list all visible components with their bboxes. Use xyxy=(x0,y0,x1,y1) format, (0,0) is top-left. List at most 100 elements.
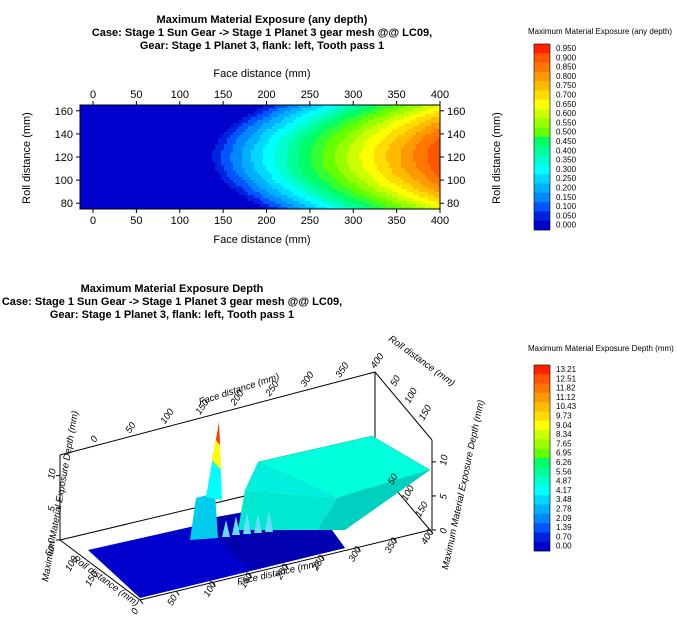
heatmap-cell xyxy=(155,126,159,130)
heatmap-cell xyxy=(275,168,279,172)
heatmap-cell xyxy=(347,150,351,154)
heatmap-cell xyxy=(152,177,156,181)
heatmap-cell xyxy=(143,165,147,169)
heatmap-cell xyxy=(110,135,114,139)
heatmap-cell xyxy=(170,186,174,190)
heatmap-cell xyxy=(374,144,378,148)
heatmap-cell xyxy=(95,123,99,127)
heatmap-cell xyxy=(146,162,150,166)
heatmap-cell xyxy=(158,183,162,187)
heatmap-cell xyxy=(161,132,165,136)
heatmap-cell xyxy=(272,171,276,175)
heatmap-cell xyxy=(266,123,270,127)
heatmap-cell xyxy=(227,192,231,196)
heatmap-cell xyxy=(158,192,162,196)
heatmap-cell xyxy=(218,144,222,148)
heatmap-cell xyxy=(152,183,156,187)
heatmap-cell xyxy=(365,174,369,178)
heatmap-cell xyxy=(254,204,258,208)
heatmap-cell xyxy=(389,114,393,118)
heatmap-cell xyxy=(428,174,432,178)
heatmap-cell xyxy=(128,177,132,181)
heatmap-cell xyxy=(131,168,135,172)
heatmap-cell xyxy=(143,105,147,109)
heatmap-cell xyxy=(260,168,264,172)
heatmap-cell xyxy=(182,108,186,112)
heatmap-cell xyxy=(365,123,369,127)
legend-level-label: 0.850 xyxy=(556,63,577,72)
heatmap-cell xyxy=(302,204,306,208)
heatmap-cell xyxy=(386,174,390,178)
heatmap-cell xyxy=(320,195,324,199)
heatmap-cell xyxy=(338,207,342,209)
heatmap-cell xyxy=(302,198,306,202)
heatmap-cell xyxy=(341,207,345,209)
heatmap-cell xyxy=(116,192,120,196)
heatmap-cell xyxy=(431,120,435,124)
heatmap-cell xyxy=(200,189,204,193)
heatmap-cell xyxy=(284,135,288,139)
heatmap-cell xyxy=(392,114,396,118)
heatmap-cell xyxy=(350,162,354,166)
heatmap-cell xyxy=(428,114,432,118)
heatmap-cell xyxy=(419,114,423,118)
heatmap-cell xyxy=(191,144,195,148)
heatmap-cell xyxy=(200,141,204,145)
heatmap-cell xyxy=(155,177,159,181)
heatmap-cell xyxy=(167,165,171,169)
heatmap-cell xyxy=(98,117,102,121)
heatmap-cell xyxy=(176,195,180,199)
heatmap-cell xyxy=(239,147,243,151)
legend-level-label: 0.750 xyxy=(556,81,577,90)
legend-level-label: 0.250 xyxy=(556,174,577,183)
heatmap-cell xyxy=(203,204,207,208)
heatmap-cell xyxy=(344,207,348,209)
heatmap-cell xyxy=(224,165,228,169)
heatmap-cell xyxy=(257,114,261,118)
heatmap-cell xyxy=(215,108,219,112)
heatmap-cell xyxy=(392,180,396,184)
heatmap-cell xyxy=(83,162,87,166)
heatmap-cell xyxy=(152,141,156,145)
heatmap-cell xyxy=(179,135,183,139)
heatmap-cell xyxy=(185,126,189,130)
heatmap-cell xyxy=(98,159,102,163)
heatmap-cell xyxy=(107,198,111,202)
heatmap-cell xyxy=(128,168,132,172)
heatmap-cell xyxy=(263,105,267,109)
heatmap-cell xyxy=(317,201,321,205)
heatmap-cell xyxy=(317,174,321,178)
heatmap-cell xyxy=(86,114,90,118)
heatmap-cell xyxy=(338,177,342,181)
heatmap-cell xyxy=(239,177,243,181)
heatmap-cell xyxy=(263,153,267,157)
heatmap-cell xyxy=(335,180,339,184)
heatmap-cell xyxy=(326,123,330,127)
heatmap-cell xyxy=(272,177,276,181)
heatmap-cell xyxy=(236,117,240,121)
heatmap-cell xyxy=(281,114,285,118)
heatmap-cell xyxy=(167,120,171,124)
heatmap-cell xyxy=(251,177,255,181)
heatmap-cell xyxy=(104,108,108,112)
heatmap-cell xyxy=(164,144,168,148)
heatmap-cell xyxy=(305,195,309,199)
heatmap-cell xyxy=(428,204,432,208)
heatmap-cell xyxy=(224,138,228,142)
heatmap-cell xyxy=(140,135,144,139)
heatmap-cell xyxy=(89,165,93,169)
heatmap-cell xyxy=(329,159,333,163)
heatmap-cell xyxy=(338,159,342,163)
heatmap-cell xyxy=(230,183,234,187)
heatmap-cell xyxy=(191,168,195,172)
heatmap-cell xyxy=(236,138,240,142)
heatmap-cell xyxy=(152,105,156,109)
heatmap-cell xyxy=(389,147,393,151)
heatmap-cell xyxy=(359,204,363,208)
heatmap-cell xyxy=(218,111,222,115)
heatmap-cell xyxy=(416,126,420,130)
heatmap-cell xyxy=(200,129,204,133)
heatmap-cell xyxy=(389,132,393,136)
heatmap-cell xyxy=(218,135,222,139)
heatmap-cell xyxy=(317,183,321,187)
